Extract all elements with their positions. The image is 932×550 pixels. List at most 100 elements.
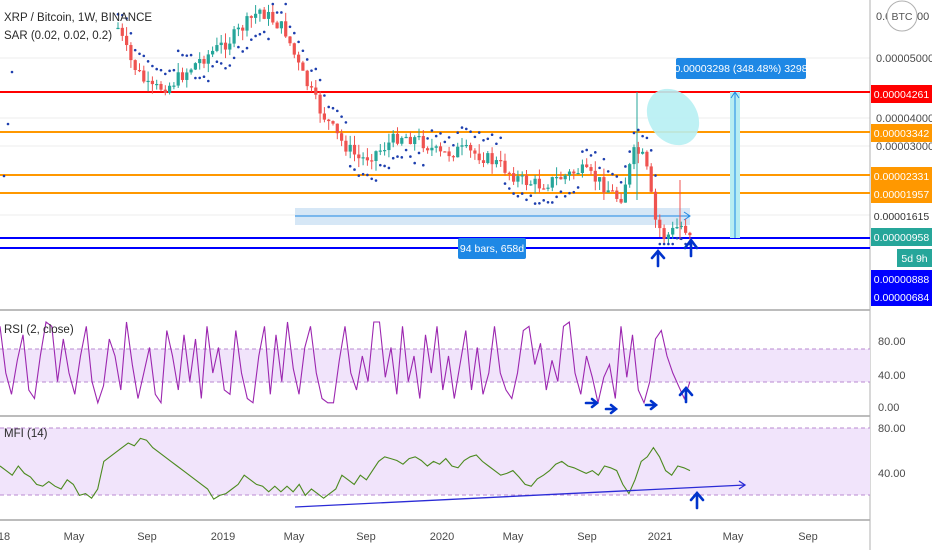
candle-body: [619, 198, 623, 203]
candle-body: [146, 80, 150, 83]
candle-body: [383, 150, 387, 152]
sar-dot: [520, 192, 524, 195]
candle-body: [168, 85, 172, 93]
sar-dot: [215, 60, 219, 64]
candle-body: [189, 69, 193, 73]
sar-dot: [641, 134, 644, 138]
sar-dot: [572, 190, 576, 194]
price-tag: 0.00002331: [871, 167, 932, 185]
candle-body: [408, 136, 412, 145]
candle-body: [486, 153, 490, 163]
svg-text:0.00002331: 0.00002331: [874, 171, 930, 183]
sar-dot: [563, 194, 567, 198]
candle-body: [228, 43, 232, 50]
candle-body: [159, 83, 163, 90]
candle-body: [370, 160, 374, 162]
candle-body: [387, 142, 391, 151]
up-arrow-icon: [689, 491, 705, 510]
sar-dot: [443, 140, 447, 144]
sar-dot: [645, 136, 649, 140]
sar-dot: [606, 170, 610, 173]
sar-dot: [176, 49, 180, 53]
sar-dot: [409, 155, 412, 158]
candle-body: [464, 144, 468, 147]
svg-text:0.00003342: 0.00003342: [874, 128, 930, 140]
highlight-ellipse: [646, 88, 700, 146]
candle-body: [469, 144, 473, 151]
candle-body: [610, 190, 615, 192]
candle-body: [198, 59, 202, 64]
time-tick-label: May: [503, 531, 524, 543]
candle-body: [357, 154, 361, 159]
candle-body: [116, 27, 120, 30]
sar-dot: [370, 177, 374, 181]
candle-body: [185, 72, 189, 80]
candle-body: [688, 232, 692, 236]
mfi-axis: 80.00 40.00: [878, 423, 906, 480]
candle-body: [542, 188, 546, 190]
candle-body: [288, 36, 292, 44]
candle-body: [426, 148, 430, 151]
candle-body: [653, 191, 658, 220]
currency-button[interactable]: BTC: [886, 0, 918, 32]
candle-body: [297, 54, 301, 63]
price-tick-label: 0.00003000: [876, 141, 932, 153]
candle-body: [236, 27, 240, 30]
svg-text:0.00004261: 0.00004261: [874, 89, 930, 101]
sar-dot: [374, 179, 378, 182]
price-tag: 0.00000888: [871, 270, 932, 288]
candle-body: [567, 171, 572, 176]
sar-dot: [404, 148, 408, 152]
time-tick-label: Sep: [356, 531, 376, 543]
candle-body: [223, 42, 228, 50]
candle-body: [649, 166, 653, 192]
sar-dot: [129, 31, 133, 35]
candle-body: [546, 187, 550, 189]
sar-dot: [254, 34, 257, 38]
sar-dot: [589, 154, 593, 157]
candle-body: [284, 21, 288, 37]
sar-dot: [469, 130, 472, 133]
sar-dot: [133, 48, 137, 52]
sar-dot: [146, 60, 150, 63]
candle-body: [365, 157, 369, 161]
svg-text:BTC: BTC: [892, 11, 913, 23]
annotation-arrows: [584, 237, 705, 510]
candle-body: [318, 94, 322, 114]
price-tag: 0.00000684: [871, 288, 932, 306]
candle-body: [279, 21, 283, 29]
svg-text:0.00000684: 0.00000684: [874, 292, 930, 304]
candle-body: [615, 190, 619, 199]
candle-body: [150, 80, 154, 85]
candle-body: [563, 175, 567, 180]
candle-body: [602, 177, 606, 193]
candle-body: [215, 45, 219, 51]
bars-label: 94 bars, 658d: [458, 238, 526, 259]
sar-dot: [189, 53, 193, 57]
sar-dot: [232, 56, 236, 60]
candle-body: [507, 172, 511, 175]
candle-body: [598, 177, 602, 182]
candle-body: [503, 160, 507, 173]
candle-body: [516, 176, 520, 182]
candle-body: [254, 13, 258, 18]
candle-body: [172, 85, 176, 87]
candle-body: [202, 59, 206, 64]
candle-body: [524, 175, 529, 186]
mfi-line: [0, 437, 691, 500]
candle-body: [593, 170, 597, 182]
candle-body: [400, 137, 404, 144]
sar-dot: [542, 199, 545, 202]
sar-dot: [477, 131, 481, 134]
sar-dot: [439, 132, 442, 135]
trend-arrow-icon: [738, 480, 747, 490]
candle-body: [576, 173, 580, 175]
measure-arrow-icon: [730, 91, 740, 99]
sar-dot: [538, 202, 541, 205]
sar-dot: [327, 105, 331, 109]
candle-body: [580, 164, 584, 174]
svg-text:94 bars, 658d: 94 bars, 658d: [460, 243, 524, 255]
price-tick-label: 00: [917, 11, 929, 23]
candle-body: [430, 147, 434, 151]
sar-dot: [662, 242, 666, 246]
